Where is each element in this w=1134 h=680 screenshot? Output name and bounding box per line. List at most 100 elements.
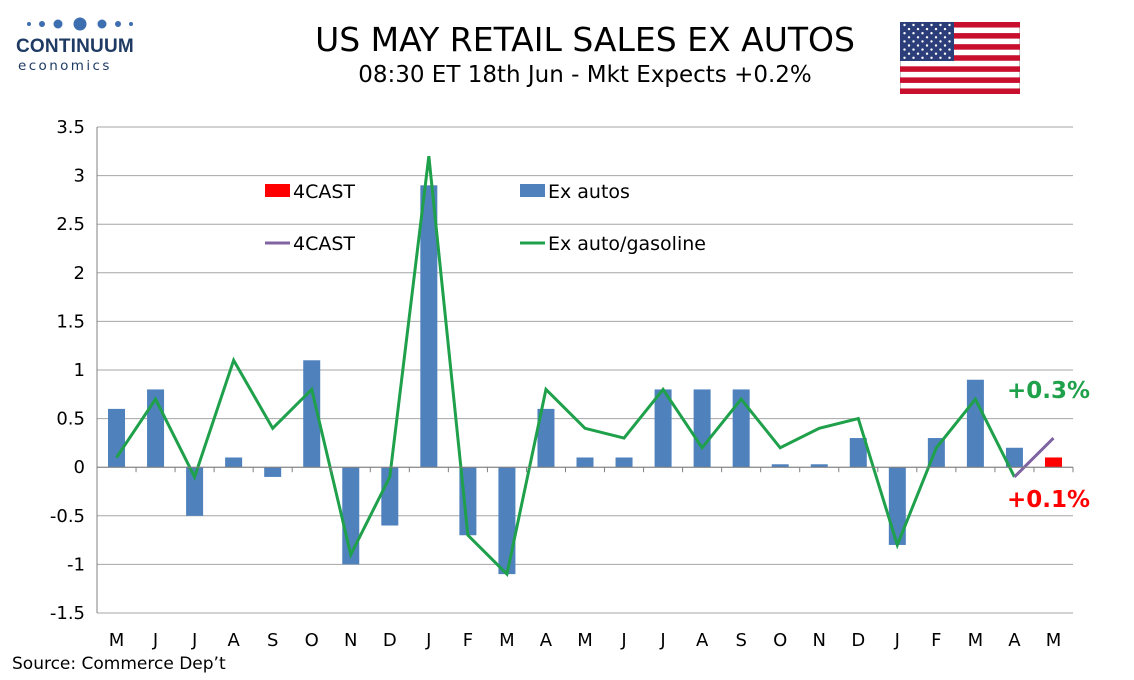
flag-star [907,52,911,55]
chart-subtitle: 08:30 ET 18th Jun - Mkt Expects +0.2% [358,62,812,88]
flag-star [907,27,911,31]
flag-star [948,32,951,35]
y-tick-label: 0 [74,457,85,478]
flag-star [930,32,933,35]
flag-star [903,23,906,27]
flag-star [912,23,915,27]
x-tick-label: F [931,630,941,651]
series-line [115,155,1016,578]
bar [1005,447,1023,468]
flag-star [939,32,942,35]
x-tick-label: J [659,630,665,651]
series-line [1013,436,1055,478]
flag-star [903,48,906,51]
bar [225,457,243,468]
bar [615,457,633,468]
x-tick-label: O [773,630,787,651]
legend-swatch [265,184,290,197]
flag-star [930,48,933,51]
flag-star [939,40,942,43]
flag-star [912,56,915,59]
bar [537,408,555,468]
flag-star [921,32,924,35]
flag-star [943,36,947,39]
y-tick-label: 2.5 [56,214,85,235]
legend: 4CAST Ex autos 4CAST Ex auto/gasoline [265,181,706,255]
x-tick-label: M [499,630,515,651]
x-tick-label: A [1008,630,1021,651]
flag-star [948,40,951,43]
flag-star [916,52,920,55]
logo-subtitle: economics [18,58,112,74]
flag-star [939,23,942,27]
flag-star [907,44,911,47]
x-tick-label: J [894,630,900,651]
bars [108,185,1062,575]
flag-star [930,56,933,59]
bar [771,464,789,468]
flag-star [934,36,938,39]
annotations: +0.3% +0.1% [1007,378,1090,513]
flag-stripe [900,66,1020,72]
flag-star [921,48,924,51]
source-note: Source: Commerce Dep’t [12,654,226,674]
x-tick-label: A [540,630,553,651]
legend-label: Ex autos [548,181,630,203]
flag-star [934,27,938,31]
bar [108,408,126,468]
flag-star [925,36,929,39]
annotation-label: +0.1% [1007,487,1090,513]
flag-star [939,48,942,51]
flag-star [916,36,920,39]
logo-wordmark: CONTINUUM [16,36,134,57]
us-flag-icon [900,22,1020,94]
gridlines [97,126,1073,614]
axes: 3.5 3 2.5 2 1.5 1 0.5 0 -0.5 -1 -1.5 M J J A S O N D J F M A M J… [50,117,1074,651]
flag-stripe [900,33,1020,39]
flag-stripe [900,77,1020,83]
annotation-label: +0.3% [1007,378,1090,404]
x-tick-label: M [577,630,593,651]
bar [888,467,906,545]
flag-star [921,23,924,27]
bar [576,457,594,468]
legend-label: 4CAST [293,233,355,255]
bar [849,438,867,468]
x-tick-label: J [152,630,158,651]
x-tick-label: J [191,630,197,651]
y-tick-label: 1 [74,360,85,381]
bar [420,185,438,468]
y-tick-label: 3 [74,166,85,187]
x-tick-label: S [267,630,278,651]
y-tick-label: 0.5 [56,409,85,430]
y-tick-label: -0.5 [50,506,85,527]
legend-label: 4CAST [293,181,355,203]
bar [186,467,204,516]
flag-stripe [900,88,1020,94]
flag-star [925,44,929,47]
legend-label: Ex auto/gasoline [548,233,706,255]
chart-title: US MAY RETAIL SALES EX AUTOS [315,20,855,59]
y-tick-label: 2 [74,263,85,284]
flag-star [934,52,938,55]
x-tick-label: F [463,630,473,651]
bar [264,467,282,477]
x-tick-label: J [620,630,626,651]
x-tick-label: M [109,630,125,651]
bar [693,389,711,468]
flag-star [939,56,942,59]
x-tick-label: A [696,630,709,651]
y-tick-label: 1.5 [56,311,85,332]
flag-star [943,52,947,55]
x-tick-label: O [305,630,319,651]
flag-star [948,56,951,59]
y-tick-label: -1.5 [50,603,85,624]
x-tick-label: J [425,630,431,651]
flag-star [916,44,920,47]
x-tick-label: M [1046,630,1062,651]
x-tick-label: A [227,630,240,651]
bar [732,389,750,468]
flag-star [907,36,911,39]
x-tick-label: N [344,630,357,651]
bar [810,464,828,468]
